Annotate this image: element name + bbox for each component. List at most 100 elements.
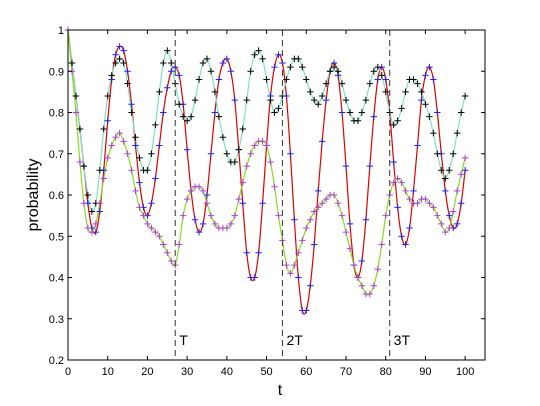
series-1-point-80 bbox=[382, 76, 389, 83]
series-3-point-90 bbox=[422, 195, 429, 203]
x-tick-label-3: 30 bbox=[181, 366, 193, 378]
series-3-point-51 bbox=[267, 158, 274, 166]
y-tick-label-6: 0.8 bbox=[49, 108, 64, 120]
series-1-point-24 bbox=[160, 109, 167, 116]
series-2-point-40 bbox=[223, 150, 231, 157]
series-3-point-5 bbox=[84, 224, 92, 232]
series-2-point-100 bbox=[461, 92, 469, 100]
series-1-point-75 bbox=[362, 216, 370, 223]
series-3-point-41 bbox=[227, 220, 235, 228]
series-2-point-26 bbox=[168, 59, 175, 67]
series-2-point-39 bbox=[219, 134, 227, 141]
series-3-point-43 bbox=[235, 195, 242, 203]
series-3-point-53 bbox=[275, 212, 282, 219]
period-label-1: T bbox=[179, 332, 188, 348]
series-2-point-28 bbox=[176, 101, 183, 108]
series-2-point-94 bbox=[438, 167, 445, 174]
series-3-point-99 bbox=[457, 171, 465, 178]
series-3-point-26 bbox=[168, 257, 175, 265]
series-1-point-28 bbox=[176, 72, 183, 79]
series-3-point-63 bbox=[315, 204, 322, 211]
series-3-point-67 bbox=[330, 191, 338, 199]
series-1-point-23 bbox=[156, 142, 163, 149]
series-3-point-70 bbox=[342, 228, 350, 236]
series-3-point-100 bbox=[461, 154, 469, 162]
series-3-point-50 bbox=[263, 142, 270, 149]
series-2-point-25 bbox=[164, 47, 171, 54]
series-2-point-2 bbox=[72, 92, 80, 100]
series-2-point-65 bbox=[322, 80, 330, 87]
y-axis-label: probability bbox=[25, 159, 42, 232]
series-markers bbox=[64, 26, 469, 314]
series-3-point-52 bbox=[271, 183, 278, 190]
series-3-point-30 bbox=[183, 195, 191, 203]
series-2-point-90 bbox=[422, 101, 429, 108]
series-3-point-7 bbox=[92, 220, 99, 228]
series-1-point-74 bbox=[358, 257, 366, 265]
x-tick-label-0: 0 bbox=[65, 366, 71, 378]
series-1-point-87 bbox=[410, 187, 417, 195]
series-3-point-74 bbox=[358, 282, 366, 289]
period-label-2: 2T bbox=[286, 332, 303, 348]
series-1-point-39 bbox=[219, 59, 227, 67]
x-tick-label-9: 90 bbox=[419, 366, 431, 378]
series-2-point-61 bbox=[307, 88, 314, 96]
series-2-point-8 bbox=[96, 167, 103, 174]
series-3-point-10 bbox=[104, 154, 111, 162]
series-1-point-93 bbox=[434, 109, 441, 116]
series-3-point-55 bbox=[283, 261, 290, 269]
series-1-point-32 bbox=[191, 216, 199, 223]
series-2-point-87 bbox=[410, 76, 417, 83]
series-3-point-73 bbox=[354, 274, 362, 281]
series-3-point-91 bbox=[426, 200, 433, 207]
series-1-point-33 bbox=[195, 228, 203, 236]
x-tick-label-2: 20 bbox=[141, 366, 153, 378]
series-2-point-89 bbox=[418, 88, 425, 96]
series-2-point-12 bbox=[112, 59, 119, 67]
series-1-point-69 bbox=[338, 109, 346, 116]
series-3-point-14 bbox=[120, 138, 127, 145]
series-1-point-62 bbox=[311, 241, 318, 248]
series-1-point-84 bbox=[398, 233, 405, 240]
series-3-point-94 bbox=[438, 220, 445, 228]
series-1-point-42 bbox=[231, 96, 238, 104]
series-2-point-10 bbox=[104, 92, 111, 100]
series-1-point-52 bbox=[271, 63, 278, 71]
series-2-point-13 bbox=[116, 55, 123, 63]
series-1-point-85 bbox=[402, 241, 409, 248]
series-2-point-9 bbox=[100, 125, 107, 133]
series-3-point-17 bbox=[132, 187, 139, 195]
series-2-point-63 bbox=[315, 101, 322, 108]
series-3-point-40 bbox=[223, 224, 231, 232]
series-1-point-77 bbox=[370, 113, 377, 120]
series-1-point-48 bbox=[255, 249, 262, 256]
y-tick-label-7: 0.9 bbox=[49, 66, 64, 78]
series-1-point-37 bbox=[211, 109, 219, 116]
series-2-point-34 bbox=[199, 59, 207, 67]
series-1-point-76 bbox=[366, 162, 374, 170]
x-tick-label-6: 60 bbox=[300, 366, 312, 378]
series-2-point-79 bbox=[378, 72, 385, 79]
series-3-point-11 bbox=[108, 142, 115, 149]
series-2-point-66 bbox=[326, 68, 334, 75]
series-1-point-61 bbox=[307, 282, 314, 289]
series-2-point-44 bbox=[239, 125, 246, 133]
series-2-point-69 bbox=[338, 80, 346, 87]
series-2-point-60 bbox=[303, 76, 310, 83]
series-2-line bbox=[67, 29, 466, 213]
series-2-point-80 bbox=[382, 88, 389, 96]
series-1-point-63 bbox=[315, 187, 322, 195]
series-1-point-99 bbox=[457, 200, 465, 207]
series-2-point-49 bbox=[259, 55, 266, 63]
series-3-point-97 bbox=[450, 208, 457, 215]
series-1-point-49 bbox=[259, 200, 266, 207]
series-3-point-46 bbox=[247, 150, 254, 157]
series-3-point-59 bbox=[299, 237, 306, 244]
series-3-point-60 bbox=[303, 224, 310, 232]
x-tick-label-8: 80 bbox=[380, 366, 392, 378]
series-3-point-69 bbox=[338, 212, 346, 219]
series-3-point-80 bbox=[382, 212, 389, 219]
series-2-point-43 bbox=[235, 146, 242, 153]
series-3-point-62 bbox=[311, 208, 318, 215]
